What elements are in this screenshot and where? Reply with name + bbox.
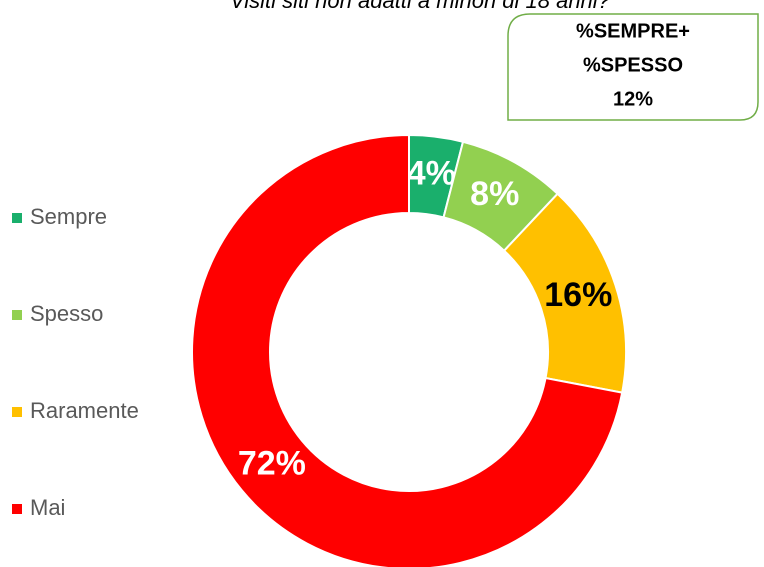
chart-title: Visiti siti non adatti a minori di 18 an… — [230, 0, 611, 13]
legend-label: Mai — [30, 495, 65, 520]
legend-label: Spesso — [30, 301, 103, 326]
data-label: 8% — [470, 175, 519, 213]
annotation-box — [507, 13, 759, 121]
legend-swatch — [12, 504, 22, 514]
data-label: 16% — [544, 276, 612, 314]
data-label: 4% — [407, 154, 456, 192]
annotation-text: 12% — [613, 88, 653, 110]
legend-swatch — [12, 213, 22, 223]
slice — [191, 133, 624, 567]
legend-swatch — [12, 407, 22, 417]
legend-swatch — [12, 310, 22, 320]
legend-label: Raramente — [30, 398, 139, 423]
legend-label: Sempre — [30, 204, 107, 229]
annotation-text: %SPESSO — [583, 54, 683, 76]
data-label: 72% — [238, 444, 306, 482]
annotation-text: %SEMPRE+ — [576, 20, 690, 42]
